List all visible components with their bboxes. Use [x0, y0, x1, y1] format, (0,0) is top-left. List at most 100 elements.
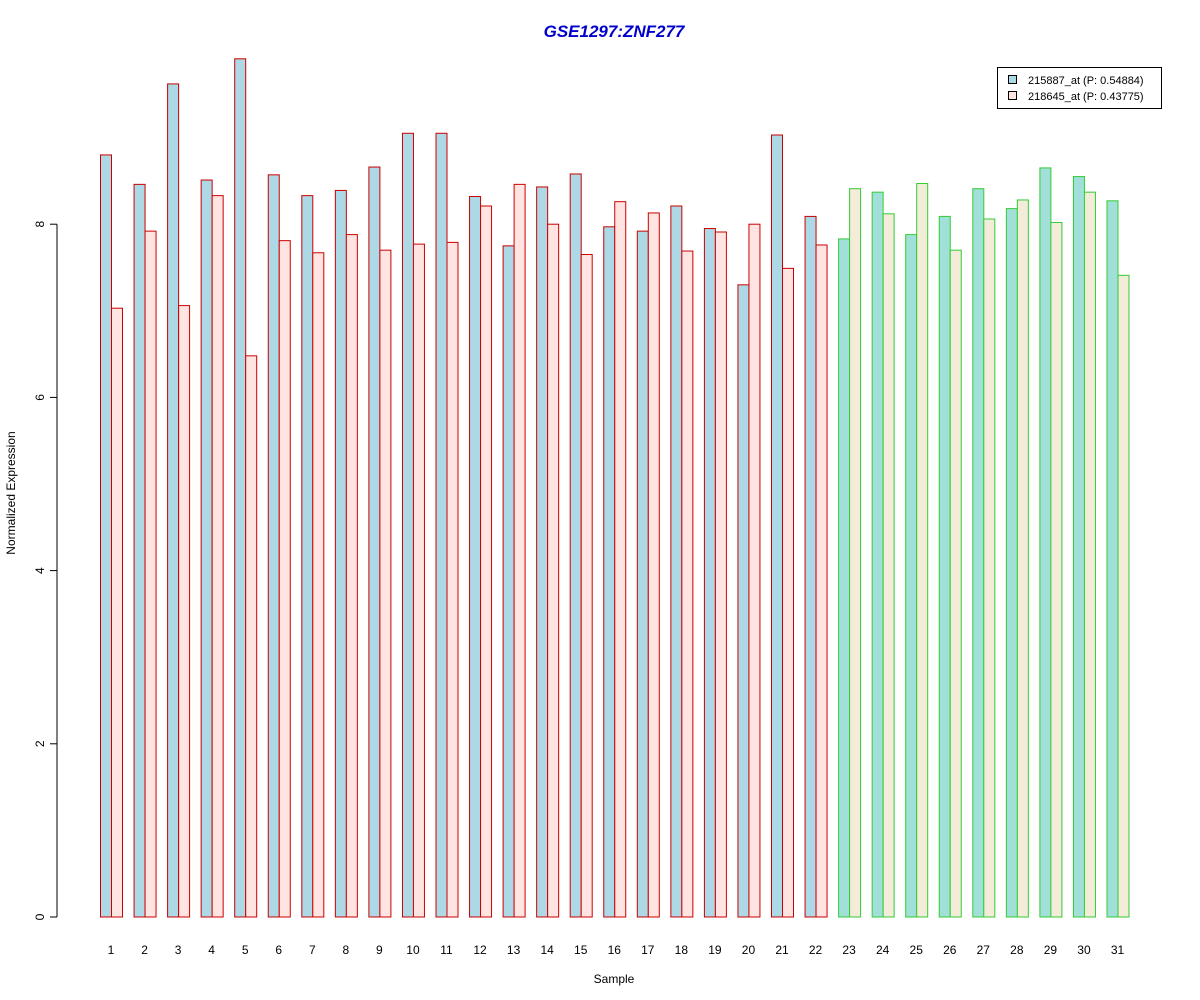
- bar-sample-28-series-2: [1016, 199, 1029, 918]
- bar-sample-25-series-1: [905, 234, 918, 918]
- bar-sample-23-series-1: [838, 238, 851, 918]
- legend: 215887_at (P: 0.54884) 218645_at (P: 0.43…: [997, 67, 1162, 109]
- y-tick-label: 2: [33, 740, 47, 747]
- x-tick-label: 18: [675, 943, 689, 957]
- bar-sample-13-series-1: [502, 245, 515, 918]
- x-tick-label: 17: [641, 943, 655, 957]
- legend-label-2: 218645_at (P: 0.43775): [1028, 91, 1144, 103]
- bar-sample-30-series-2: [1083, 191, 1096, 918]
- x-tick-label: 11: [440, 943, 453, 957]
- bar-sample-4-series-2: [211, 195, 224, 918]
- bar-sample-24-series-2: [882, 213, 895, 918]
- x-tick-label: 16: [608, 943, 622, 957]
- x-tick-label: 3: [175, 943, 182, 957]
- y-tick-label: 0: [33, 913, 47, 920]
- bar-sample-2-series-2: [144, 230, 157, 918]
- bar-sample-7-series-1: [301, 195, 314, 918]
- bar-sample-18-series-2: [681, 250, 694, 918]
- x-tick-label: 26: [943, 943, 957, 957]
- bar-sample-23-series-2: [849, 188, 862, 918]
- bar-sample-29-series-2: [1050, 221, 1063, 918]
- bar-sample-14-series-1: [536, 186, 549, 918]
- bar-sample-26-series-1: [938, 215, 951, 918]
- x-tick-label: 22: [809, 943, 823, 957]
- x-tick-label: 21: [775, 943, 789, 957]
- bar-sample-16-series-2: [614, 201, 627, 918]
- x-axis-label: Sample: [594, 972, 635, 986]
- bar-sample-21-series-2: [782, 267, 794, 918]
- bar-sample-22-series-1: [804, 215, 817, 918]
- bar-sample-12-series-1: [469, 195, 482, 918]
- bar-sample-15-series-1: [569, 173, 582, 918]
- bar-sample-6-series-2: [278, 240, 291, 918]
- legend-box: [997, 67, 1162, 109]
- legend-swatch-2: [1008, 91, 1017, 100]
- bars: [100, 58, 1130, 918]
- bar-sample-19-series-1: [703, 228, 716, 918]
- x-tick-label: 24: [876, 943, 890, 957]
- bar-sample-29-series-1: [1039, 167, 1052, 918]
- bar-sample-5-series-2: [245, 355, 258, 918]
- bar-sample-10-series-2: [412, 243, 425, 918]
- x-tick-label: 1: [108, 943, 115, 957]
- legend-swatch-1: [1008, 75, 1017, 84]
- y-tick-label: 8: [33, 221, 47, 228]
- bar-sample-11-series-2: [446, 241, 459, 918]
- x-tick-label: 19: [708, 943, 722, 957]
- x-tick-label: 28: [1010, 943, 1024, 957]
- bar-sample-20-series-1: [737, 284, 750, 918]
- bar-sample-8-series-2: [345, 234, 358, 918]
- bar-sample-1-series-1: [100, 154, 112, 918]
- bar-sample-9-series-2: [379, 249, 392, 918]
- x-tick-label: 29: [1044, 943, 1058, 957]
- bar-sample-7-series-2: [312, 252, 325, 918]
- bar-sample-14-series-2: [547, 223, 560, 918]
- x-tick-label: 25: [910, 943, 924, 957]
- bar-sample-3-series-1: [167, 83, 180, 918]
- y-axis: 0 2 4 6 8: [33, 221, 58, 920]
- bar-sample-31-series-1: [1106, 200, 1119, 918]
- x-tick-label: 7: [309, 943, 316, 957]
- bar-sample-19-series-2: [714, 231, 727, 918]
- legend-label-1: 215887_at (P: 0.54884): [1028, 75, 1144, 87]
- bar-sample-8-series-1: [334, 189, 347, 918]
- x-tick-label: 8: [343, 943, 350, 957]
- x-tick-label: 2: [141, 943, 148, 957]
- bar-sample-21-series-1: [771, 134, 783, 918]
- bar-sample-18-series-1: [670, 205, 683, 918]
- bar-sample-17-series-1: [636, 230, 649, 918]
- bar-sample-27-series-2: [983, 218, 996, 918]
- chart-title: GSE1297:ZNF277: [544, 22, 686, 41]
- bar-sample-13-series-2: [513, 183, 526, 918]
- bar-sample-3-series-2: [178, 305, 191, 918]
- bar-sample-9-series-1: [368, 166, 381, 918]
- bar-sample-15-series-2: [580, 254, 593, 918]
- x-tick-label: 5: [242, 943, 249, 957]
- y-axis-label: Normalized Expression: [4, 431, 18, 554]
- bar-sample-31-series-2: [1117, 274, 1130, 918]
- x-tick-label: 23: [842, 943, 856, 957]
- x-axis: 1 2 3 4 5 6 7 8 9 10 11 12 13 14 15 16 17 18 19 20 21 22 23 24 2…: [108, 943, 1125, 957]
- x-tick-label: 10: [406, 943, 420, 957]
- bar-sample-20-series-2: [748, 223, 761, 918]
- x-tick-label: 27: [977, 943, 991, 957]
- bar-sample-2-series-1: [133, 183, 146, 918]
- x-tick-label: 9: [376, 943, 383, 957]
- x-tick-label: 6: [275, 943, 282, 957]
- bar-sample-6-series-1: [267, 174, 280, 918]
- bar-sample-12-series-2: [480, 205, 493, 918]
- bar-sample-1-series-2: [111, 307, 123, 918]
- bar-sample-22-series-2: [815, 244, 828, 918]
- bar-sample-5-series-1: [234, 58, 247, 918]
- x-tick-label: 20: [742, 943, 756, 957]
- x-tick-label: 30: [1077, 943, 1091, 957]
- bar-sample-30-series-1: [1072, 176, 1085, 918]
- x-tick-label: 12: [473, 943, 487, 957]
- bar-sample-11-series-1: [435, 132, 448, 918]
- y-tick-label: 4: [33, 567, 47, 574]
- bar-sample-27-series-1: [972, 188, 985, 918]
- x-tick-label: 15: [574, 943, 588, 957]
- x-tick-label: 4: [208, 943, 215, 957]
- x-tick-label: 31: [1111, 943, 1125, 957]
